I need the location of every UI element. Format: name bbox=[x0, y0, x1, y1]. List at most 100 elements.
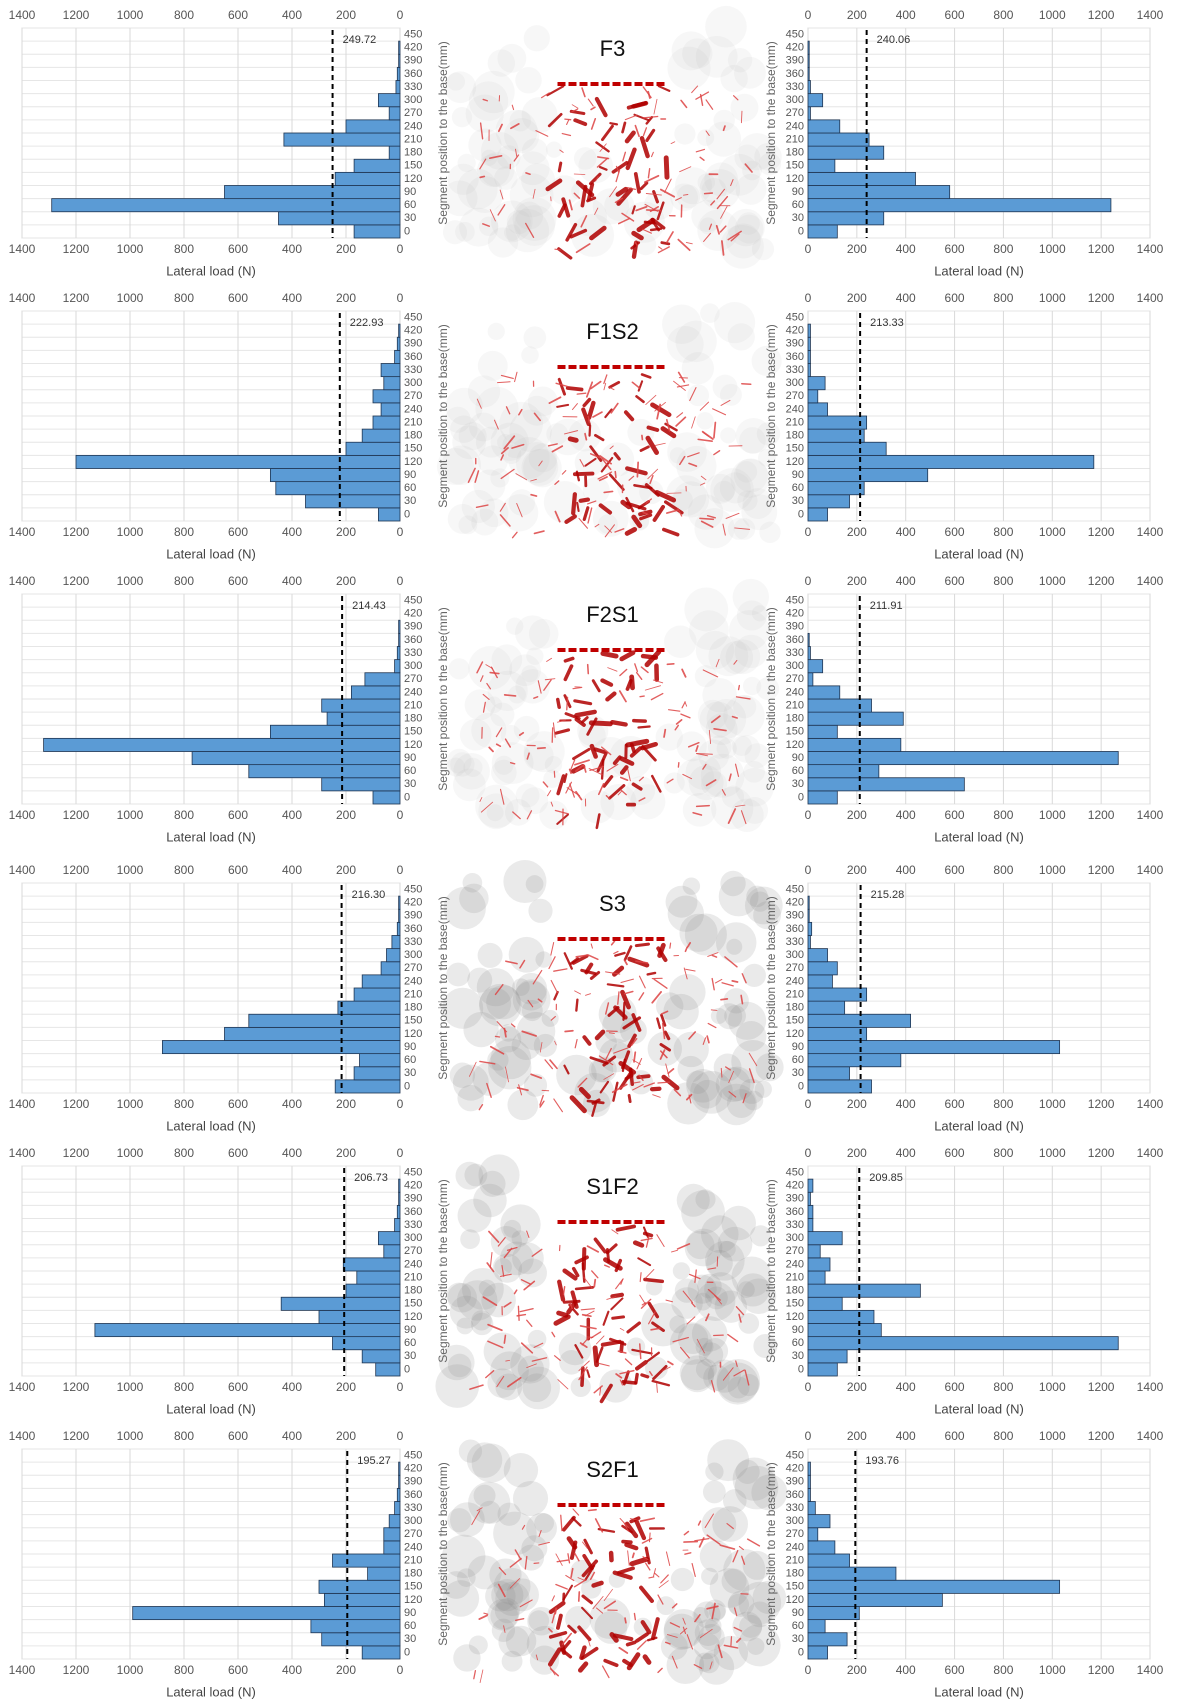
bar bbox=[389, 1515, 400, 1528]
bar bbox=[808, 765, 879, 778]
soil-particle bbox=[720, 427, 736, 443]
bar bbox=[808, 1297, 842, 1310]
root-segment bbox=[474, 1671, 476, 1679]
bar bbox=[389, 107, 400, 120]
y-tick-label: 60 bbox=[792, 1054, 804, 1066]
y-tick-label: 120 bbox=[404, 1594, 422, 1606]
x-tick-label: 800 bbox=[993, 1429, 1013, 1443]
x-tick-label: 400 bbox=[282, 242, 302, 256]
x-tick-label: 0 bbox=[805, 291, 812, 305]
bar bbox=[808, 199, 1111, 212]
bar bbox=[270, 725, 400, 738]
bar bbox=[808, 1593, 942, 1606]
soil-particle bbox=[683, 877, 700, 894]
x-tick-label: 1200 bbox=[1088, 1663, 1115, 1677]
y-tick-label: 120 bbox=[404, 1028, 422, 1040]
soil-particle bbox=[667, 1646, 705, 1684]
bar bbox=[338, 1001, 400, 1014]
y-axis-label: Segment position to the base(mm) bbox=[436, 1179, 450, 1362]
root-segment bbox=[742, 384, 751, 385]
panel-title: F3 bbox=[600, 36, 626, 61]
y-tick-label: 390 bbox=[404, 910, 422, 922]
y-tick-label: 180 bbox=[786, 713, 804, 725]
x-tick-label: 600 bbox=[945, 8, 965, 22]
y-tick-label: 30 bbox=[404, 778, 416, 790]
x-tick-label: 1200 bbox=[1088, 291, 1115, 305]
root-segment bbox=[642, 1375, 648, 1377]
root-segment bbox=[551, 980, 557, 992]
bar bbox=[808, 1646, 828, 1659]
root-segment bbox=[604, 383, 606, 390]
y-tick-label: 120 bbox=[786, 456, 804, 468]
y-tick-label: 60 bbox=[792, 1620, 804, 1632]
root-segment bbox=[633, 1553, 634, 1557]
bar bbox=[808, 725, 837, 738]
x-tick-label: 0 bbox=[805, 8, 812, 22]
y-tick-label: 30 bbox=[792, 212, 804, 224]
soil-particle bbox=[508, 437, 550, 479]
y-tick-label: 120 bbox=[404, 456, 422, 468]
bar bbox=[808, 1462, 810, 1475]
x-tick-label: 600 bbox=[945, 291, 965, 305]
root-segment bbox=[575, 760, 589, 765]
root-segment bbox=[655, 1573, 659, 1577]
soil-particle bbox=[521, 787, 548, 814]
root-segment bbox=[591, 107, 595, 109]
bar bbox=[399, 909, 400, 922]
y-tick-label: 150 bbox=[404, 1581, 422, 1593]
root-segment bbox=[490, 1253, 492, 1268]
root-segment bbox=[646, 1236, 649, 1247]
x-tick-label: 1000 bbox=[117, 1380, 144, 1394]
root-segment bbox=[563, 1287, 564, 1295]
root-segment bbox=[653, 1381, 669, 1385]
root-segment bbox=[619, 1648, 627, 1653]
bar bbox=[395, 1219, 400, 1232]
soil-particle bbox=[501, 494, 538, 531]
y-tick-label: 390 bbox=[404, 1193, 422, 1205]
root-segment bbox=[574, 1269, 578, 1276]
root-segment bbox=[608, 668, 617, 672]
x-tick-label: 200 bbox=[336, 1663, 356, 1677]
root-segment bbox=[556, 730, 568, 733]
x-tick-label: 0 bbox=[805, 574, 812, 588]
x-tick-label: 1400 bbox=[9, 291, 36, 305]
bar bbox=[808, 1192, 810, 1205]
root-segment bbox=[624, 1661, 631, 1665]
root-segment bbox=[618, 1351, 625, 1353]
x-tick-label: 0 bbox=[397, 574, 404, 588]
bar bbox=[395, 1502, 400, 1515]
root-segment bbox=[684, 1542, 697, 1543]
soil-particle bbox=[670, 447, 686, 463]
x-tick-label: 1200 bbox=[63, 1663, 90, 1677]
y-tick-label: 30 bbox=[404, 495, 416, 507]
y-tick-label: 270 bbox=[786, 673, 804, 685]
soil-particle bbox=[459, 884, 489, 914]
root-segment bbox=[648, 92, 650, 98]
bar bbox=[346, 120, 400, 133]
root-segment bbox=[638, 727, 649, 728]
x-tick-label: 1200 bbox=[63, 1429, 90, 1443]
bar bbox=[808, 495, 850, 508]
root-segment bbox=[599, 1363, 609, 1365]
soil-particle bbox=[503, 1220, 521, 1238]
x-tick-label: 400 bbox=[282, 574, 302, 588]
y-tick-label: 330 bbox=[786, 364, 804, 376]
x-tick-label: 600 bbox=[228, 863, 248, 877]
mean-label: 213.33 bbox=[870, 317, 904, 329]
root-segment bbox=[625, 991, 633, 993]
bar bbox=[808, 936, 810, 949]
bar bbox=[399, 633, 400, 646]
root-segment bbox=[565, 119, 571, 120]
soil-particle bbox=[705, 1617, 722, 1634]
root-segment bbox=[582, 1368, 583, 1385]
bar bbox=[387, 949, 401, 962]
root-segment bbox=[638, 1258, 650, 1265]
soil-particle bbox=[521, 346, 539, 364]
soil-particle bbox=[500, 1242, 534, 1276]
x-tick-label: 800 bbox=[993, 291, 1013, 305]
root-segment bbox=[739, 686, 740, 690]
root-segment bbox=[515, 372, 517, 381]
root-segment bbox=[583, 1315, 591, 1316]
y-tick-label: 0 bbox=[798, 791, 804, 803]
bar bbox=[808, 949, 828, 962]
